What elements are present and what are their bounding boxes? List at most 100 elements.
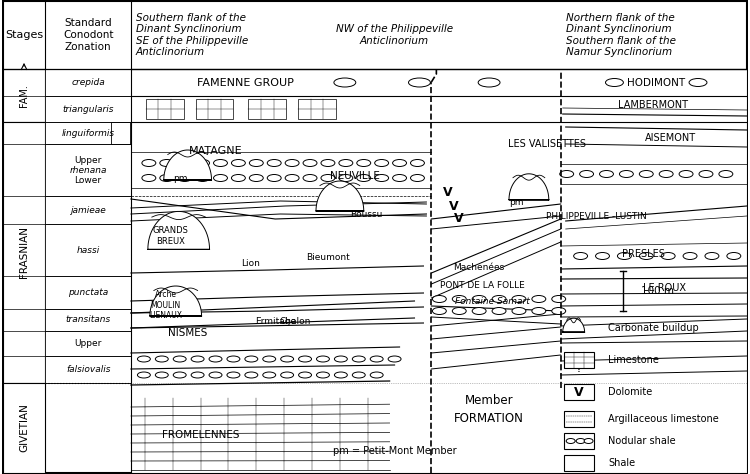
Bar	[46, 96, 131, 122]
Ellipse shape	[576, 438, 585, 444]
Text: NW of the Philippeville
Anticlinorium: NW of the Philippeville Anticlinorium	[336, 24, 453, 46]
Ellipse shape	[617, 253, 632, 259]
Polygon shape	[316, 181, 364, 211]
Ellipse shape	[357, 174, 370, 182]
Text: AISEMONT: AISEMONT	[644, 133, 696, 143]
Bar	[2, 69, 46, 122]
Ellipse shape	[452, 308, 466, 315]
Ellipse shape	[409, 78, 430, 87]
Ellipse shape	[375, 159, 388, 166]
Text: Nodular shale: Nodular shale	[608, 436, 676, 446]
Text: PRESLES: PRESLES	[622, 249, 664, 259]
Ellipse shape	[352, 356, 365, 362]
Ellipse shape	[303, 174, 317, 182]
Text: triangularis: triangularis	[62, 104, 114, 113]
Ellipse shape	[605, 79, 623, 86]
Bar	[46, 122, 131, 144]
Ellipse shape	[719, 171, 733, 177]
Ellipse shape	[659, 171, 674, 177]
Bar	[564, 384, 593, 400]
Ellipse shape	[244, 356, 258, 362]
Ellipse shape	[249, 159, 263, 166]
Text: pm = Petit-Mont Member: pm = Petit-Mont Member	[333, 446, 457, 456]
Ellipse shape	[160, 159, 174, 166]
Ellipse shape	[155, 372, 168, 378]
Bar	[46, 224, 131, 276]
Ellipse shape	[727, 253, 741, 259]
Text: crepida: crepida	[71, 78, 105, 87]
Ellipse shape	[639, 253, 653, 259]
Text: Dolomite: Dolomite	[608, 387, 652, 397]
Text: Upper: Upper	[74, 155, 102, 164]
Ellipse shape	[249, 174, 263, 182]
Text: rhenana: rhenana	[70, 165, 107, 174]
Text: GRANDS
BREUX: GRANDS BREUX	[153, 226, 189, 246]
Ellipse shape	[339, 174, 352, 182]
Ellipse shape	[142, 159, 156, 166]
Ellipse shape	[596, 253, 610, 259]
Bar	[46, 144, 131, 196]
Ellipse shape	[662, 253, 675, 259]
Ellipse shape	[492, 295, 506, 302]
Text: Northern flank of the
Dinant Synclinorium
Southern flank of the
Namur Synclinori: Northern flank of the Dinant Synclinoriu…	[566, 13, 676, 57]
Text: GIVETIAN: GIVETIAN	[19, 403, 29, 453]
Bar	[146, 99, 184, 119]
Ellipse shape	[321, 159, 335, 166]
Text: Carbonate buildup: Carbonate buildup	[608, 323, 699, 333]
Bar	[46, 331, 131, 356]
Ellipse shape	[214, 174, 227, 182]
Text: pm: pm	[173, 173, 188, 182]
Text: V: V	[574, 385, 584, 399]
Ellipse shape	[392, 159, 406, 166]
Text: Ermitage: Ermitage	[255, 318, 296, 327]
Ellipse shape	[574, 253, 587, 259]
Text: FAMENNE GROUP: FAMENNE GROUP	[197, 78, 294, 88]
Ellipse shape	[227, 356, 240, 362]
Ellipse shape	[532, 295, 546, 302]
Text: HODIMONT: HODIMONT	[627, 78, 686, 88]
Text: jamieae: jamieae	[70, 206, 106, 215]
Text: FORMATION: FORMATION	[454, 412, 524, 426]
Text: Limestone: Limestone	[608, 355, 659, 365]
Ellipse shape	[392, 174, 406, 182]
Ellipse shape	[232, 174, 245, 182]
Ellipse shape	[155, 356, 168, 362]
Text: Machenées: Machenées	[454, 264, 505, 273]
Ellipse shape	[173, 372, 186, 378]
Ellipse shape	[639, 171, 653, 177]
Text: linguiformis: linguiformis	[62, 128, 115, 137]
Text: Southern flank of the
Dinant Synclinorium
SE of the Philippeville
Anticlinorium: Southern flank of the Dinant Synclinoriu…	[136, 13, 248, 57]
Ellipse shape	[173, 356, 186, 362]
Ellipse shape	[512, 308, 526, 315]
Ellipse shape	[334, 78, 356, 87]
Text: NEUVILLE: NEUVILLE	[330, 171, 380, 181]
Bar	[46, 309, 131, 331]
Text: Argillaceous limestone: Argillaceous limestone	[608, 414, 719, 424]
Ellipse shape	[580, 171, 593, 177]
Text: FAM.: FAM.	[19, 84, 29, 107]
Ellipse shape	[478, 78, 500, 87]
Ellipse shape	[178, 159, 192, 166]
Ellipse shape	[262, 372, 276, 378]
Text: Lion: Lion	[241, 259, 260, 268]
Ellipse shape	[267, 159, 281, 166]
Ellipse shape	[357, 159, 370, 166]
Polygon shape	[562, 318, 584, 332]
Text: NISMES: NISMES	[168, 328, 207, 338]
Ellipse shape	[196, 174, 209, 182]
Ellipse shape	[433, 295, 446, 302]
Ellipse shape	[316, 356, 329, 362]
Ellipse shape	[705, 253, 719, 259]
Ellipse shape	[370, 356, 383, 362]
Text: Stages: Stages	[5, 30, 43, 40]
Ellipse shape	[410, 159, 424, 166]
Bar	[131, 69, 747, 473]
Ellipse shape	[560, 171, 574, 177]
Text: V: V	[442, 185, 452, 199]
Ellipse shape	[699, 171, 713, 177]
Text: PONT DE LA FOLLE: PONT DE LA FOLLE	[440, 282, 524, 291]
Ellipse shape	[209, 356, 222, 362]
Ellipse shape	[191, 372, 204, 378]
Text: PHILIPPEVILLE -LUSTIN: PHILIPPEVILLE -LUSTIN	[546, 211, 647, 220]
Ellipse shape	[552, 308, 566, 315]
